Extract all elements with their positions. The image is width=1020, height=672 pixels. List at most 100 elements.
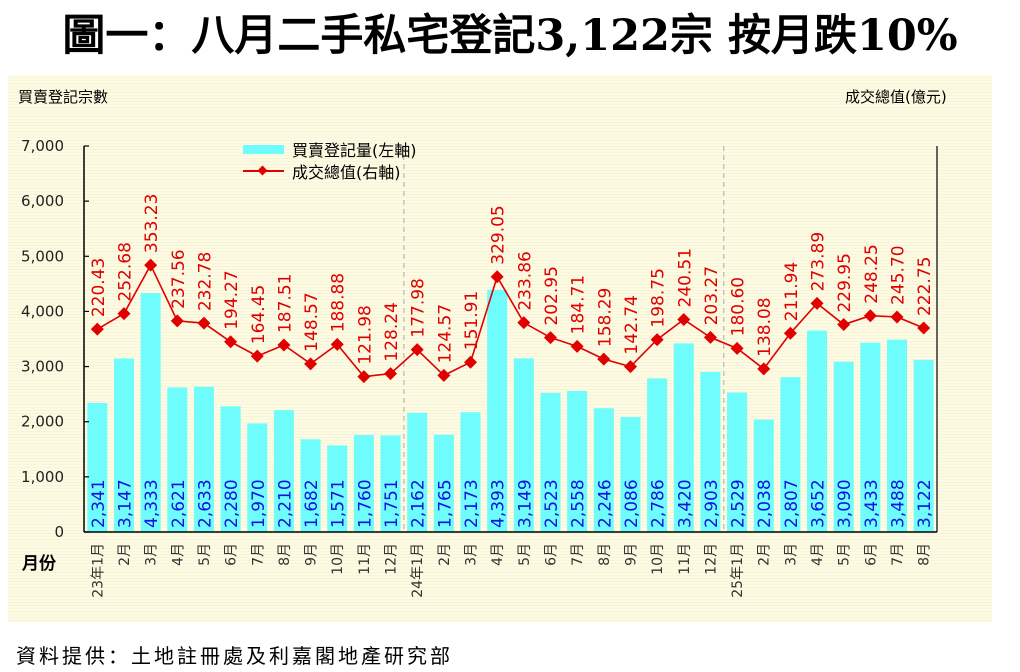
- x-tick-label: 4月: [170, 543, 186, 566]
- y-tick-label: 5,000: [21, 247, 64, 265]
- line-value-label: 188.88: [329, 273, 349, 332]
- bar-value-label: 2,246: [595, 479, 615, 528]
- right-axis-title: 成交總值(億元): [845, 88, 947, 106]
- line-marker: [224, 335, 238, 349]
- line-value-label: 202.95: [542, 266, 562, 325]
- line-marker: [144, 258, 158, 272]
- line-marker: [304, 357, 318, 371]
- line-value-label: 138.08: [755, 297, 775, 356]
- x-tick-label: 6月: [224, 543, 240, 566]
- bar-value-label: 4,393: [489, 479, 509, 528]
- x-tick-label: 5月: [197, 543, 213, 566]
- bar-value-label: 2,086: [622, 479, 642, 528]
- line-marker: [250, 349, 264, 363]
- line-marker: [890, 310, 904, 324]
- line-value-label: 252.68: [115, 242, 135, 301]
- y-tick-label: 3,000: [21, 358, 64, 376]
- bar-value-label: 3,122: [915, 479, 935, 528]
- bar: [247, 423, 268, 532]
- bar: [487, 289, 508, 532]
- bar: [647, 378, 668, 532]
- bar: [753, 419, 774, 532]
- bar-value-label: 3,652: [809, 479, 829, 528]
- x-axis-ticks: 23年1月 2月 3月 4月 5月 6月 7月 8月 9月 10月 11月 12月 24年1月 2月 3月 4…: [90, 543, 932, 598]
- line-value-label: 148.57: [302, 292, 322, 351]
- y-tick-label: 1,000: [21, 468, 64, 486]
- bar-value-label: 2,903: [702, 479, 722, 528]
- line-marker: [437, 368, 451, 382]
- line-marker: [490, 270, 504, 284]
- x-tick-label: 3月: [783, 543, 799, 566]
- line-value-label: 177.98: [409, 278, 429, 337]
- line-marker: [357, 370, 371, 384]
- legend-item-line: 成交總值(右軸): [243, 160, 417, 182]
- left-axis-ticks: 0 1,000 2,000 3,000 4,000 5,000 6,000 7,000: [21, 137, 89, 541]
- x-tick-label: 3月: [144, 543, 160, 566]
- bar: [780, 377, 801, 532]
- bar-value-label: 4,333: [142, 479, 162, 528]
- chart-title: 圖一：八月二手私宅登記3,122宗 按月跌10%: [62, 11, 958, 61]
- line-value-label: 237.56: [169, 249, 189, 308]
- line-value-label: 194.27: [222, 270, 242, 329]
- legend-item-bars: 買賣登記量(左軸): [243, 138, 417, 160]
- bar-value-label: 2,558: [569, 479, 589, 528]
- bar-value-label: 3,149: [515, 479, 535, 528]
- bar-series: [87, 289, 934, 532]
- bar: [113, 358, 134, 532]
- bar: [140, 293, 161, 532]
- x-tick-label: 7月: [250, 543, 266, 566]
- bar: [700, 371, 721, 532]
- line-value-label: 353.23: [142, 194, 162, 253]
- bar: [380, 435, 401, 532]
- legend-bar-label: 買賣登記量(左軸): [292, 141, 417, 160]
- bar-value-label: 1,682: [302, 479, 322, 528]
- x-tick-label: 6月: [863, 543, 879, 566]
- bar: [673, 343, 694, 532]
- bar: [300, 439, 321, 532]
- bar-value-label: 2,038: [755, 479, 775, 528]
- line-marker: [117, 307, 131, 321]
- bar: [727, 392, 748, 532]
- bar: [273, 410, 294, 532]
- bar-value-label: 1,760: [355, 479, 375, 528]
- line-value-label: 229.95: [835, 253, 855, 312]
- line-marker: [730, 341, 744, 355]
- line-value-label: 233.86: [515, 251, 535, 310]
- x-tick-label: 2月: [437, 543, 453, 566]
- bar-value-label: 2,523: [542, 479, 562, 528]
- x-tick-label: 4月: [490, 543, 506, 566]
- year-separators: [403, 146, 725, 532]
- line-marker: [623, 360, 637, 374]
- line-series: [90, 258, 931, 384]
- bar-value-label: 2,621: [169, 479, 189, 528]
- line-value-label: 248.25: [862, 244, 882, 303]
- line-value-label: 121.98: [355, 305, 375, 364]
- line-value-label: 245.70: [889, 245, 909, 304]
- line-value-label: 164.45: [249, 285, 269, 344]
- line-marker: [384, 367, 398, 381]
- bar: [87, 402, 108, 532]
- line-value-label: 128.24: [382, 302, 402, 361]
- bar-value-label: 2,786: [649, 479, 669, 528]
- x-tick-label: 8月: [917, 543, 933, 566]
- line-marker: [917, 321, 931, 335]
- line-value-label: 203.27: [702, 266, 722, 325]
- x-tick-label: 11月: [357, 543, 373, 575]
- line-value-label: 124.57: [435, 304, 455, 363]
- x-tick-label: 8月: [597, 543, 613, 566]
- line-marker: [757, 362, 771, 376]
- bar-value-label: 3,090: [835, 479, 855, 528]
- line-marker: [837, 318, 851, 332]
- bar-value-label: 2,807: [782, 479, 802, 528]
- x-tick-label: 7月: [570, 543, 586, 566]
- bar-value-label: 3,420: [675, 479, 695, 528]
- line-marker: [677, 312, 691, 326]
- x-tick-label: 7月: [890, 543, 906, 566]
- y-tick-label: 0: [54, 523, 64, 541]
- line-marker: [597, 352, 611, 366]
- line-labels: 220.43 252.68 353.23 237.56 232.78 194.27 164.…: [89, 194, 935, 365]
- line-marker: [277, 338, 291, 352]
- bar-value-label: 2,173: [462, 479, 482, 528]
- line-value-label: 151.91: [462, 291, 482, 350]
